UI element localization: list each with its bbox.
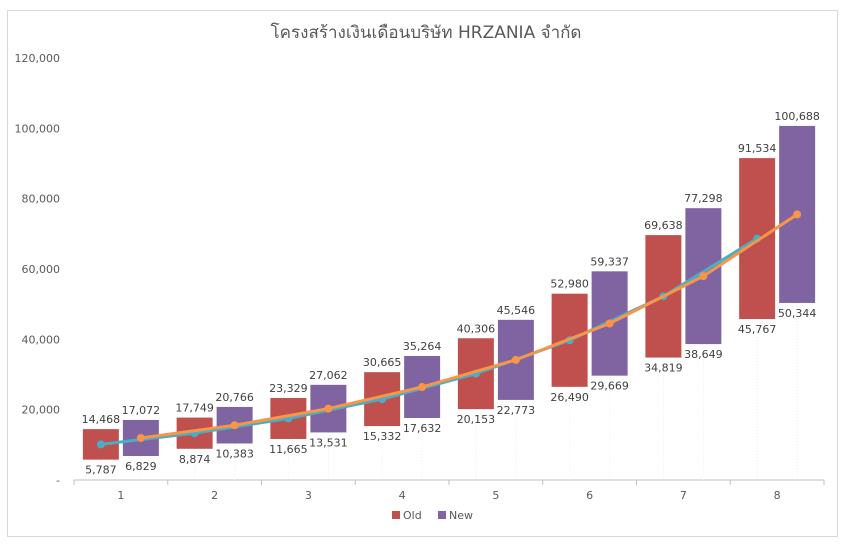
axes: - 20,000 40,000 60,000 80,000 100,000 120,000 1… (15, 52, 825, 502)
old-min-label: 45,767 (738, 323, 777, 336)
legend: Old New (392, 509, 473, 522)
new-min-label: 6,829 (125, 460, 157, 473)
legend-swatch-old (392, 511, 400, 519)
new-min-label: 13,531 (309, 436, 348, 449)
new-min-label: 29,669 (590, 380, 629, 393)
y-tick-label: 40,000 (22, 333, 61, 346)
new-max-label: 20,766 (215, 391, 254, 404)
x-tick-label: 4 (399, 489, 406, 502)
new-max-label: 45,546 (497, 304, 536, 317)
data-labels: 14,468 5,787 17,072 6,829 17,749 8,874 20,766 1… (82, 110, 820, 477)
legend-swatch-new (438, 511, 446, 519)
new-max-label: 35,264 (403, 340, 442, 353)
y-tick-label: 60,000 (22, 263, 61, 276)
old-min-label: 15,332 (363, 430, 402, 443)
trend-lines (96, 210, 802, 449)
old-max-label: 14,468 (82, 413, 121, 426)
x-tick-label: 5 (492, 489, 499, 502)
old-min-label: 20,153 (457, 413, 496, 426)
old-max-label: 40,306 (457, 322, 496, 335)
x-tick-label: 6 (586, 489, 593, 502)
old-max-label: 23,329 (269, 382, 308, 395)
old-min-label: 5,787 (85, 464, 117, 477)
new-min-label: 38,649 (684, 348, 723, 361)
new-midpoint-marker (418, 382, 427, 391)
new-min-label: 10,383 (215, 447, 254, 460)
y-tick-label: 100,000 (15, 122, 61, 135)
y-tick-label: 20,000 (22, 404, 61, 417)
new-midpoint-marker (699, 272, 708, 281)
legend-label-new: New (449, 509, 473, 522)
old-max-label: 91,534 (738, 142, 777, 155)
x-tick-label: 2 (211, 489, 218, 502)
old-min-label: 26,490 (550, 391, 589, 404)
new-midpoint-marker (136, 433, 145, 442)
new-min-label: 50,344 (778, 307, 817, 320)
y-tick-label: 120,000 (15, 52, 61, 65)
new-max-label: 77,298 (684, 192, 723, 205)
chart-title: โครงสร้างเงินเดือนบริษัท HRZANIA จำกัด (271, 22, 582, 43)
new-midpoint-line (139, 212, 799, 440)
old-midpoint-marker (96, 440, 105, 449)
new-midpoint-marker (793, 210, 802, 219)
new-midpoint-marker (230, 421, 239, 430)
new-max-label: 100,688 (774, 110, 820, 123)
x-tick-label: 8 (774, 489, 781, 502)
legend-label-old: Old (403, 509, 422, 522)
old-min-label: 34,819 (644, 362, 683, 375)
new-midpoint-marker (605, 319, 614, 328)
new-max-label: 17,072 (122, 404, 161, 417)
new-midpoint-marker (511, 355, 520, 364)
old-max-label: 52,980 (550, 278, 589, 291)
new-max-label: 59,337 (590, 255, 629, 268)
new-midpoint-marker (324, 404, 333, 413)
y-tick-label: 80,000 (22, 193, 61, 206)
x-tick-label: 7 (680, 489, 687, 502)
new-min-label: 22,773 (497, 404, 536, 417)
new-min-label: 17,632 (403, 422, 442, 435)
x-tick-label: 1 (117, 489, 124, 502)
old-max-label: 30,665 (363, 356, 402, 369)
new-max-label: 27,062 (309, 369, 348, 382)
old-min-label: 11,665 (269, 443, 308, 456)
old-min-label: 8,874 (179, 453, 211, 466)
y-tick-label: - (56, 474, 60, 487)
drop-lines (100, 302, 798, 480)
x-tick-label: 3 (305, 489, 312, 502)
old-max-label: 17,749 (175, 402, 214, 415)
old-max-label: 69,638 (644, 219, 683, 232)
